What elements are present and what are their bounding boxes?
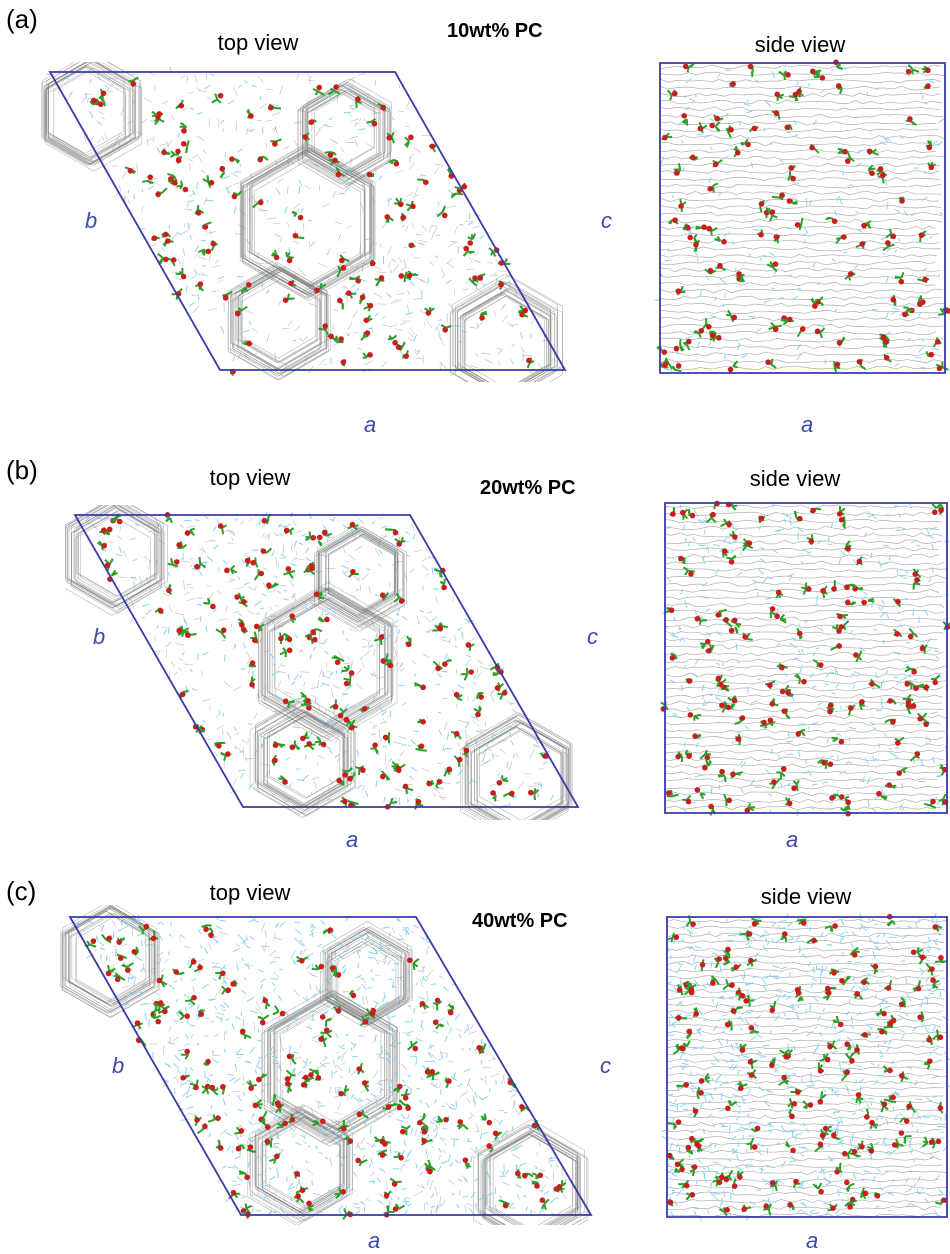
panel-c-side-axis-a: a: [806, 1228, 819, 1253]
panel-c-side-axis-c: c: [600, 1053, 611, 1078]
panel-c-side-view-title: side view: [760, 884, 852, 909]
panel-b-side-axis-a: a: [786, 827, 799, 852]
panel-a-concentration: 10wt% PC: [447, 20, 543, 42]
panel-c-letter: (c): [6, 876, 37, 906]
panel-a-top-view-title: top view: [217, 30, 299, 55]
panel-a-side-view-snapshot: [654, 59, 950, 375]
panel-b-side-view-title: side view: [749, 466, 841, 491]
panel-b-side-axis-c: c: [587, 624, 598, 649]
panel-a-side-axis-c: c: [601, 208, 612, 233]
panel-a-letter: (a): [6, 4, 38, 34]
panel-a-side-view-title: side view: [754, 32, 846, 57]
panel-c-top-view-snapshot: [60, 905, 593, 1225]
panel-c-top-axis-a: a: [368, 1228, 381, 1253]
panel-b-top-view-title: top view: [209, 465, 291, 490]
panel-b-letter: (b): [6, 455, 38, 485]
panel-a-top-view-snapshot: [41, 62, 567, 382]
panel-b-top-view-snapshot: [65, 505, 580, 820]
panel-a-top-axis-b: b: [85, 208, 98, 233]
panel-b-concentration: 20wt% PC: [480, 477, 576, 499]
panel-a-side-axis-a: a: [801, 412, 814, 437]
panel-c-top-view-title: top view: [209, 880, 291, 905]
panel-c-side-view-snapshot: [661, 912, 950, 1222]
panel-c-concentration: 40wt% PC: [472, 910, 568, 932]
panel-b-top-axis-b: b: [93, 624, 106, 649]
panel-b-side-view-snapshot: [660, 500, 950, 817]
panel-b-top-axis-a: a: [346, 827, 359, 852]
panel-c-top-axis-b: b: [112, 1053, 125, 1078]
panel-a-top-axis-a: a: [364, 412, 377, 437]
